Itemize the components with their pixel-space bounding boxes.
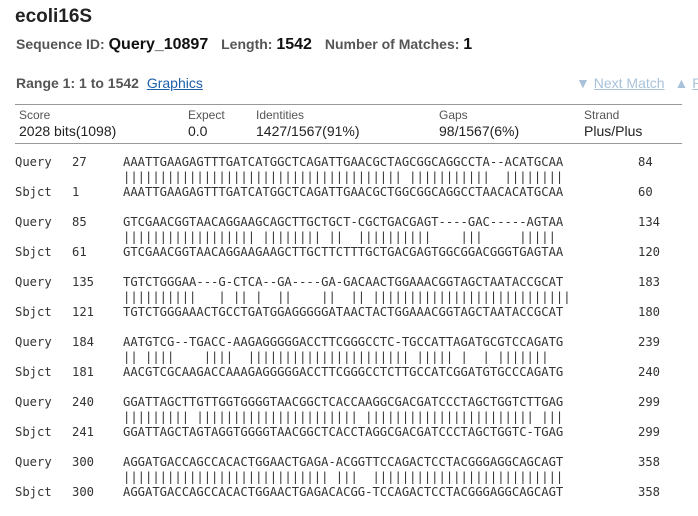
sbjct-sequence: AGGATGACCAGCCACACTGGAACTGAGACACGG-TCCAGA… [123, 485, 564, 499]
sbjct-end: 240 [638, 365, 661, 379]
strand-value: Plus/Plus [584, 123, 643, 139]
query-start: 300 [72, 455, 95, 469]
sbjct-start: 61 [72, 245, 87, 259]
sbjct-end: 120 [638, 245, 661, 259]
sbjct-label: Sbjct [15, 485, 52, 499]
query-end: 183 [638, 275, 661, 289]
query-end: 239 [638, 335, 661, 349]
query-sequence: GGATTAGCTTGTTGGTGGGGTAACGGCTCACCAAGGCGAC… [123, 395, 564, 409]
sbjct-sequence: AAATTGAAGAGTTTGATCATGGCTCAGATTGAACGCTGGC… [123, 185, 564, 199]
query-start: 135 [72, 275, 95, 289]
sequence-id-label: Sequence ID: [16, 36, 105, 52]
sbjct-label: Sbjct [15, 425, 52, 439]
match-line: |||||||||||||||||||||||||||| ||| |||||||… [123, 470, 564, 484]
query-end: 84 [638, 155, 653, 169]
range-label: Range 1: 1 to 1542 [16, 75, 139, 91]
alignment-stats-table: Score 2028 bits(1098) Expect 0.0 Identit… [15, 104, 682, 144]
sbjct-label: Sbjct [15, 245, 52, 259]
query-start: 184 [72, 335, 95, 349]
match-line: |||||||||| | || | || || || |||||||||||||… [123, 290, 571, 304]
sbjct-sequence: AACGTCGCAAGACCAAAGAGGGGGACCTTCGGGCCTCTTG… [123, 365, 564, 379]
prev-match-link[interactable]: Pr [692, 75, 698, 91]
gaps-value: 98/1567(6%) [439, 123, 520, 139]
query-end: 134 [638, 215, 661, 229]
expect-cell: Expect 0.0 [188, 108, 225, 140]
matches-value: 1 [463, 36, 473, 53]
query-label: Query [15, 395, 52, 409]
page-title: ecoli16S [15, 6, 93, 27]
identities-header: Identities [256, 108, 305, 122]
query-end: 358 [638, 455, 661, 469]
sbjct-start: 300 [72, 485, 95, 499]
query-label: Query [15, 215, 52, 229]
query-label: Query [15, 275, 52, 289]
query-label: Query [15, 455, 52, 469]
length-label: Length: [221, 36, 273, 52]
gaps-header: Gaps [439, 108, 468, 122]
sbjct-sequence: GGATTAGCTAGTAGGTGGGGTAACGGCTCACCTAGGCGAC… [123, 425, 564, 439]
query-sequence: AATGTCG--TGACC-AAGAGGGGGACCTTCGGGCCTC-TG… [123, 335, 564, 349]
sbjct-end: 299 [638, 425, 661, 439]
query-sequence: AGGATGACCAGCCACACTGGAACTGAGA-ACGGTTCCAGA… [123, 455, 564, 469]
strand-cell: Strand Plus/Plus [584, 108, 642, 140]
gaps-cell: Gaps 98/1567(6%) [439, 108, 519, 140]
sbjct-end: 60 [638, 185, 653, 199]
match-line: |||||||||||||||||||||||||||||||||||||| |… [123, 170, 564, 184]
query-sequence: TGTCTGGGAA---G-CTCA--GA----GA-GACAACTGGA… [123, 275, 564, 289]
matches-label: Number of Matches: [324, 36, 460, 52]
query-start: 85 [72, 215, 87, 229]
query-label: Query [15, 155, 52, 169]
sbjct-sequence: GTCGAACGGTAACAGGAAGAAGCTTGCTTCTTTGCTGACG… [123, 245, 564, 259]
graphics-link[interactable]: Graphics [146, 75, 203, 91]
score-header: Score [19, 108, 51, 122]
next-match-arrow-icon: ▼ [576, 75, 590, 91]
sequence-summary: Sequence ID: Query_10897 Length: 1542 Nu… [16, 36, 481, 54]
match-line: ||||||||| |||||||||||||||||||||| |||||||… [123, 410, 564, 424]
expect-value: 0.0 [188, 123, 208, 139]
sbjct-start: 241 [72, 425, 95, 439]
sbjct-start: 1 [72, 185, 80, 199]
score-value: 2028 bits(1098) [19, 123, 117, 139]
sbjct-end: 358 [638, 485, 661, 499]
query-sequence: AAATTGAAGAGTTTGATCATGGCTCAGATTGAACGCTAGC… [123, 155, 564, 169]
sbjct-sequence: TGTCTGGGAAACTGCCTGATGGAGGGGGATAACTACTGGA… [123, 305, 564, 319]
sbjct-end: 180 [638, 305, 661, 319]
next-match-link[interactable]: Next Match [593, 75, 665, 91]
match-line: || |||| |||| |||||||||||||||||||||| ||||… [123, 350, 549, 364]
identities-cell: Identities 1427/1567(91%) [256, 108, 360, 140]
range-header: Range 1: 1 to 1542 Graphics [16, 75, 203, 91]
sequence-id-value: Query_10897 [108, 36, 209, 53]
strand-header: Strand [584, 108, 620, 122]
query-start: 27 [72, 155, 87, 169]
match-line: |||||||||||||||||| |||||||| || |||||||||… [123, 230, 556, 244]
query-label: Query [15, 335, 52, 349]
sbjct-start: 121 [72, 305, 95, 319]
query-start: 240 [72, 395, 95, 409]
sbjct-label: Sbjct [15, 185, 52, 199]
score-cell: Score 2028 bits(1098) [19, 108, 116, 140]
length-value: 1542 [276, 36, 312, 53]
sbjct-start: 181 [72, 365, 95, 379]
query-sequence: GTCGAACGGTAACAGGAAGCAGCTTGCTGCT-CGCTGACG… [123, 215, 564, 229]
query-end: 299 [638, 395, 661, 409]
expect-header: Expect [188, 108, 225, 122]
identities-value: 1427/1567(91%) [256, 123, 360, 139]
sbjct-label: Sbjct [15, 365, 52, 379]
prev-match-arrow-icon: ▲ [674, 75, 689, 91]
sbjct-label: Sbjct [15, 305, 52, 319]
match-navigation: ▼ Next Match ▲ Pr [576, 75, 698, 91]
